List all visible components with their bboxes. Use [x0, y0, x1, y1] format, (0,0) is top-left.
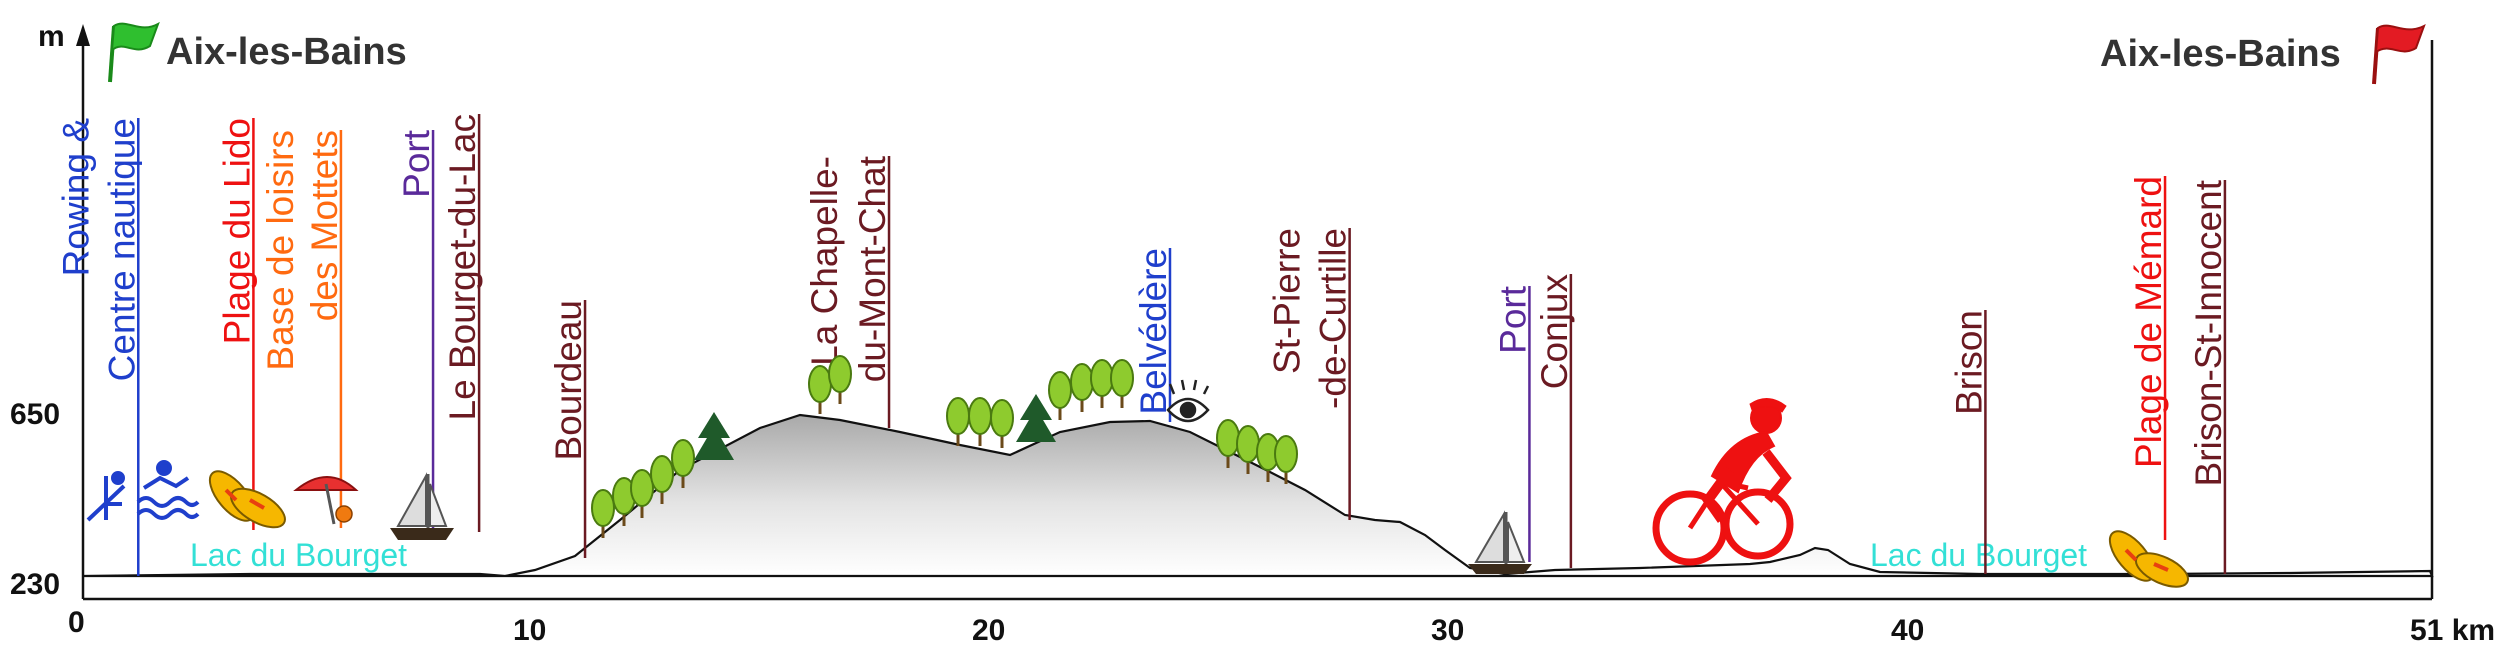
- marker-label: La Chapelle-: [804, 156, 845, 366]
- flag-icon: [2372, 23, 2426, 85]
- marker-label: Rowing &: [55, 118, 96, 277]
- lake-label: Lac du Bourget: [190, 537, 407, 573]
- lake-label: Lac du Bourget: [1870, 537, 2087, 573]
- x-tick-label: 20: [972, 614, 1005, 647]
- marker-label: du-Mont-Chat: [852, 155, 893, 382]
- marker-label: des Mottets: [304, 130, 345, 321]
- marker-label: St-Pierre: [1267, 228, 1308, 374]
- tree-icon: [1048, 371, 1072, 420]
- y-axis-arrow: [76, 24, 90, 46]
- tree-icon: [1110, 359, 1134, 408]
- tree-icon: [808, 365, 832, 414]
- start-town-label: Aix-les-Bains: [166, 31, 407, 73]
- fir-tree-icon: [1016, 394, 1056, 442]
- tree-icon: [1090, 359, 1114, 408]
- marker-layer: Rowing & Centre nautique Plage du Lido Base…: [55, 114, 2229, 576]
- marker-label: Base de loisirs: [260, 130, 301, 371]
- marker-label: Conjux: [1534, 274, 1575, 390]
- marker-label: -de-Curtille: [1313, 228, 1354, 409]
- tree-icon: [1274, 435, 1298, 484]
- cyclist-icon: [1652, 398, 1794, 566]
- tree-icon: [828, 355, 852, 404]
- tree-icon: [630, 469, 654, 518]
- tree-icon: [1216, 419, 1240, 468]
- marker-label: Brison: [1948, 310, 1989, 415]
- tree-icon: [946, 397, 970, 446]
- x-tick-label: 10: [513, 614, 546, 647]
- marker-label: Le Bourget-du-Lac: [442, 114, 483, 420]
- end-town-label: Aix-les-Bains: [2100, 33, 2341, 75]
- flag-icon: [108, 21, 160, 83]
- x-tick-label: 40: [1891, 614, 1924, 647]
- fir-tree-icon: [694, 412, 734, 460]
- tree-icon: [1070, 363, 1094, 412]
- marker-label: Belvédère: [1133, 248, 1174, 415]
- x-tick-label: 51 km: [2410, 614, 2495, 647]
- marker-label: Plage de Mémard: [2128, 176, 2169, 468]
- eye-icon: [1166, 379, 1210, 423]
- sailboat-icon: [1468, 510, 1532, 574]
- marker-label: Brison-St-Innocent: [2188, 179, 2229, 486]
- flip-flops-icon: [208, 470, 286, 529]
- marker-label: Plage du Lido: [216, 118, 257, 344]
- tree-layer: [591, 355, 1298, 538]
- marker-label: Port: [1492, 285, 1533, 354]
- marker-label: Centre nautique: [101, 118, 142, 381]
- marker-label: Bourdeau: [548, 300, 589, 460]
- y-tick-label: 650: [10, 398, 60, 431]
- x-tick-label: 30: [1431, 614, 1464, 647]
- y-tick-label: 230: [10, 568, 60, 601]
- tree-icon: [968, 397, 992, 446]
- tree-icon: [1256, 433, 1280, 482]
- sailboat-icon: [390, 472, 454, 540]
- beach-umbrella-icon: [293, 476, 359, 525]
- swimming-icon: [136, 460, 200, 520]
- y-unit-label: m: [38, 20, 65, 53]
- marker-label: Port: [396, 129, 437, 198]
- x-tick-label: 0: [68, 606, 85, 639]
- rowing-icon: [86, 471, 126, 522]
- tree-icon: [591, 489, 615, 538]
- flip-flops-icon: [2108, 530, 2189, 588]
- tree-icon: [650, 455, 674, 504]
- tree-icon: [671, 439, 695, 488]
- tree-icon: [990, 399, 1014, 448]
